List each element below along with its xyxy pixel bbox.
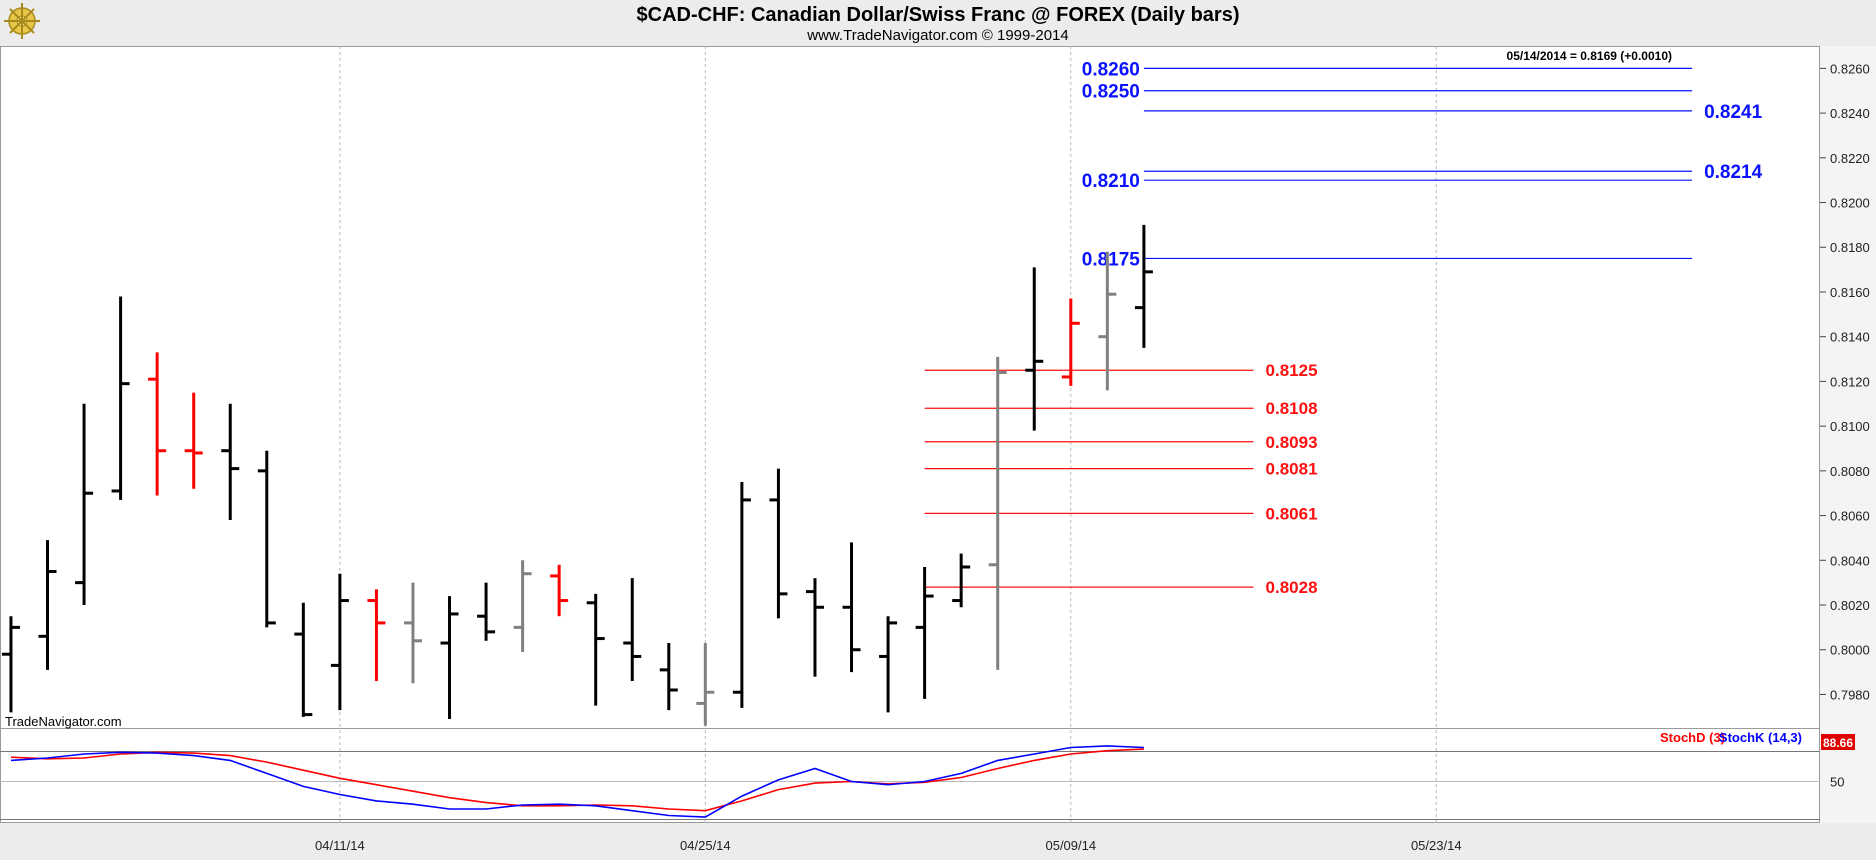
ohlc-bar bbox=[1098, 251, 1117, 391]
ohlc-bar bbox=[732, 482, 751, 708]
x-tick-label: 05/09/14 bbox=[1045, 838, 1096, 853]
y-tick-label: 0.8160 bbox=[1830, 285, 1870, 300]
ohlc-bar bbox=[367, 589, 386, 682]
ohlc-bar bbox=[805, 578, 824, 677]
ohlc-bar bbox=[769, 468, 788, 619]
y-tick-label: 0.8120 bbox=[1830, 374, 1870, 389]
ohlc-bar bbox=[696, 643, 715, 726]
resistance-label: 0.8250 bbox=[1082, 82, 1140, 103]
last-value-readout: 05/14/2014 = 0.8169 (+0.0010) bbox=[1507, 49, 1672, 63]
x-axis-bar bbox=[0, 823, 1876, 860]
ohlc-bar bbox=[148, 352, 167, 496]
ohlc-bar bbox=[440, 596, 459, 720]
resistance-label: 0.8214 bbox=[1704, 162, 1763, 183]
stoch-d-legend: StochD (3) bbox=[1660, 730, 1725, 745]
x-tick-label: 04/11/14 bbox=[315, 838, 365, 853]
resistance-label: 0.8210 bbox=[1082, 171, 1140, 192]
date-x-axis: 04/11/14 04/25/14 05/09/14 05/23/14 bbox=[315, 838, 1462, 853]
ohlc-bar bbox=[294, 602, 313, 717]
ohlc-bar bbox=[879, 616, 898, 713]
y-tick-label: 0.8240 bbox=[1830, 106, 1870, 121]
ohlc-bar bbox=[1134, 224, 1153, 348]
y-tick-label: 0.7980 bbox=[1830, 687, 1870, 702]
price-bars bbox=[1, 224, 1153, 726]
support-label: 0.8081 bbox=[1266, 460, 1318, 479]
ohlc-bar bbox=[550, 564, 569, 617]
x-tick-label: 05/23/14 bbox=[1411, 838, 1462, 853]
resistance-label: 0.8241 bbox=[1704, 102, 1763, 123]
ohlc-bar bbox=[915, 567, 934, 699]
ohlc-bar bbox=[184, 392, 203, 489]
ohlc-bar bbox=[477, 582, 496, 641]
y-tick-label: 0.8140 bbox=[1830, 330, 1870, 345]
stochastic-panel: 50 StochD (3)StochK (14,3) 88.66 bbox=[0, 730, 1855, 820]
support-label: 0.8125 bbox=[1266, 361, 1318, 380]
y-tick-label: 0.8060 bbox=[1830, 509, 1870, 524]
ohlc-bar bbox=[75, 403, 94, 606]
y-tick-label: 0.8220 bbox=[1830, 151, 1870, 166]
ship-wheel-logo-icon[interactable] bbox=[4, 3, 40, 39]
y-tick-label: 0.8260 bbox=[1830, 61, 1870, 76]
ohlc-bar bbox=[952, 553, 971, 608]
y-axis-bar bbox=[1820, 46, 1876, 823]
ohlc-bar bbox=[659, 643, 678, 711]
support-label: 0.8093 bbox=[1266, 433, 1318, 452]
y-tick-label: 0.8080 bbox=[1830, 464, 1870, 479]
ohlc-bar bbox=[842, 542, 861, 673]
ohlc-bar bbox=[38, 540, 57, 670]
ohlc-bar bbox=[111, 296, 130, 500]
title-bar bbox=[0, 0, 1876, 46]
stoch-value-badge bbox=[1821, 734, 1855, 750]
chart-title: $CAD-CHF: Canadian Dollar/Swiss Franc @ … bbox=[637, 4, 1240, 26]
support-label: 0.8108 bbox=[1266, 399, 1318, 418]
resistance-label: 0.8175 bbox=[1082, 249, 1141, 270]
ohlc-bar bbox=[513, 560, 532, 652]
ohlc-bar bbox=[330, 573, 349, 711]
stoch-y-tick-label: 50 bbox=[1830, 775, 1844, 790]
resistance-label: 0.8260 bbox=[1082, 59, 1140, 80]
y-tick-label: 0.8100 bbox=[1830, 419, 1870, 434]
watermark-label: TradeNavigator.com bbox=[5, 714, 122, 729]
ohlc-bar bbox=[1061, 298, 1080, 386]
ohlc-bar bbox=[1025, 267, 1044, 431]
support-label: 0.8061 bbox=[1266, 504, 1318, 523]
ohlc-bar bbox=[586, 593, 605, 706]
ohlc-bar bbox=[221, 403, 240, 521]
price-y-axis: 0.8260 0.8240 0.8220 0.8200 0.8180 0.8160 0.81… bbox=[1820, 61, 1870, 702]
chart-subtitle: www.TradeNavigator.com © 1999-2014 bbox=[806, 27, 1068, 44]
y-tick-label: 0.8020 bbox=[1830, 598, 1870, 613]
y-tick-label: 0.8200 bbox=[1830, 196, 1870, 211]
ohlc-bar bbox=[623, 578, 642, 682]
stoch-series-line bbox=[10, 745, 1144, 818]
ohlc-bar bbox=[403, 582, 422, 684]
ohlc-bar bbox=[257, 450, 276, 628]
ohlc-bar bbox=[988, 356, 1007, 670]
x-tick-label: 04/25/14 bbox=[680, 838, 731, 853]
support-label: 0.8028 bbox=[1266, 578, 1318, 597]
stoch-value-label: 88.66 bbox=[1823, 736, 1853, 750]
ohlc-bar bbox=[1, 616, 20, 713]
stoch-k-legend: StochK (14,3) bbox=[1719, 730, 1802, 745]
stoch-panel-border bbox=[0, 728, 1820, 823]
y-tick-label: 0.8000 bbox=[1830, 643, 1870, 658]
y-tick-label: 0.8180 bbox=[1830, 240, 1870, 255]
y-tick-label: 0.8040 bbox=[1830, 553, 1870, 568]
